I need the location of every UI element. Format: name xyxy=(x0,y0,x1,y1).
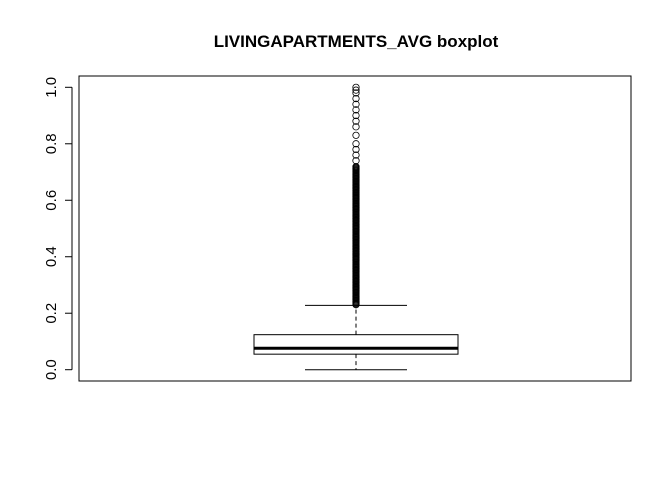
outlier-point xyxy=(352,117,360,125)
iqr-box xyxy=(253,334,459,355)
outlier-point xyxy=(352,106,360,114)
outlier-point xyxy=(352,100,360,108)
boxplot xyxy=(253,304,459,371)
outlier-point xyxy=(352,83,360,91)
outlier-point xyxy=(352,145,360,154)
y-tick-label: 0.4 xyxy=(43,246,60,267)
chart-title: LIVINGAPARTMENTS_AVG boxplot xyxy=(214,32,499,51)
y-tick-label: 0.6 xyxy=(43,190,60,211)
y-tick-label: 0.2 xyxy=(43,303,60,324)
y-axis: 0.0 0.2 0.4 0.6 0.8 1.0 xyxy=(43,77,73,380)
y-tick-label: 0.8 xyxy=(43,133,60,154)
y-tick-label: 1.0 xyxy=(43,77,60,98)
outlier-point xyxy=(352,140,360,148)
outlier-point xyxy=(352,157,360,165)
outlier-point xyxy=(352,163,360,171)
y-tick-label: 0.0 xyxy=(43,359,60,380)
outlier-point xyxy=(352,86,360,94)
outlier-point xyxy=(352,94,360,103)
outlier-points xyxy=(352,83,360,309)
outlier-point xyxy=(352,89,360,97)
outlier-point xyxy=(352,123,360,131)
outlier-point xyxy=(352,151,360,159)
plot-frame xyxy=(78,75,632,382)
outlier-point xyxy=(352,111,360,120)
outlier-point xyxy=(352,131,360,139)
